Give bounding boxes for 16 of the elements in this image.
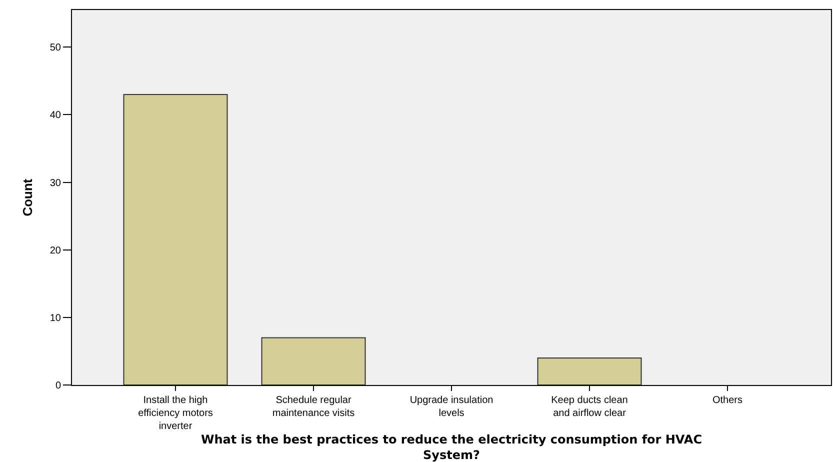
bar — [537, 357, 642, 385]
x-tick-label: Upgrade insulation levels — [410, 395, 494, 419]
bar — [123, 94, 228, 385]
y-tick-label: 50 — [50, 42, 62, 54]
y-tick-label: 0 — [55, 380, 62, 392]
x-tick-label: Keep ducts clean and airflow clear — [551, 395, 628, 419]
bar — [261, 337, 366, 385]
y-tick-label: 20 — [50, 245, 62, 256]
y-tick-label: 30 — [50, 178, 62, 189]
y-axis-title: Count — [20, 178, 35, 216]
x-axis-title: What is the best practices to reduce the electricity consumption for HVAC System? — [200, 432, 702, 462]
y-tick-label: 40 — [50, 110, 62, 122]
x-tick-label: Schedule regular maintenance visits — [272, 395, 355, 419]
y-tick-label: 10 — [50, 312, 62, 324]
x-tick-label: Others — [712, 395, 743, 406]
x-tick-label: Install the high efficiency motors inverter — [138, 395, 213, 432]
